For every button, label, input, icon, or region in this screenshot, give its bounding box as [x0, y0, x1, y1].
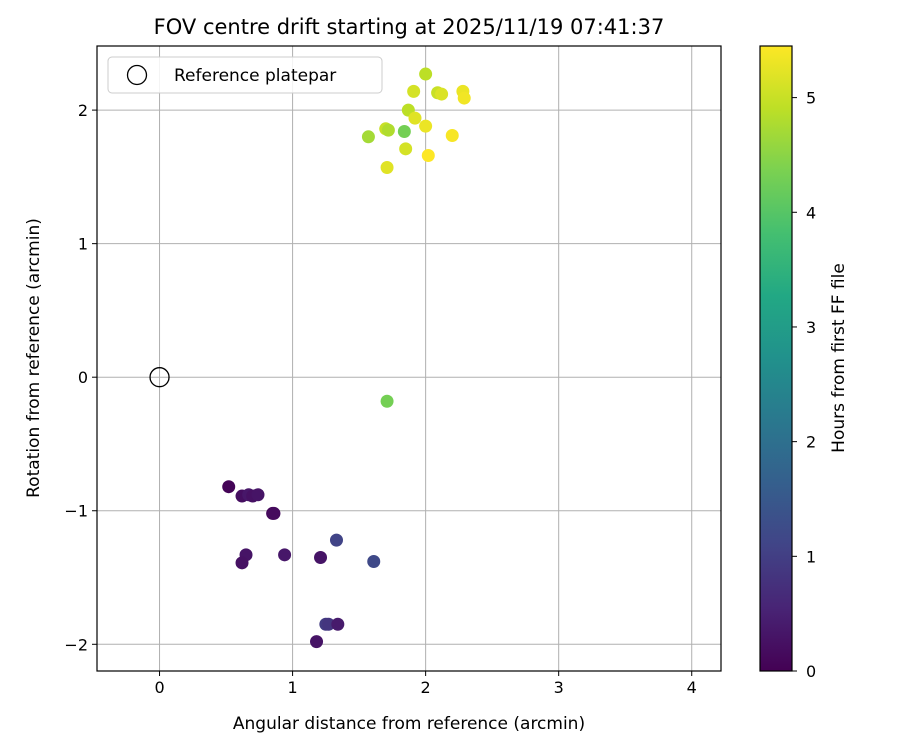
y-tick-label: −1	[64, 502, 88, 521]
data-point	[408, 111, 422, 125]
colorbar-tick-label: 0	[806, 662, 816, 681]
data-point	[222, 480, 236, 494]
data-point	[380, 394, 394, 408]
data-point	[310, 635, 324, 649]
x-tick-label: 2	[421, 678, 431, 697]
y-tick-label: 1	[78, 235, 88, 254]
legend-marker-circle	[126, 64, 148, 86]
legend-label: Reference platepar	[174, 66, 336, 86]
colorbar-tick-label: 3	[806, 318, 816, 337]
data-point	[445, 128, 459, 142]
data-point	[329, 533, 343, 547]
x-tick-label: 3	[554, 678, 564, 697]
y-tick-label: −2	[64, 635, 88, 654]
colorbar-tick-label: 2	[806, 433, 816, 452]
data-point	[278, 548, 292, 562]
data-point	[397, 124, 411, 138]
data-point	[421, 149, 435, 163]
plot-frame	[96, 45, 722, 672]
x-ticks: 0 1 2 3 4	[154, 671, 697, 697]
y-axis-label: Rotation from reference (arcmin)	[24, 218, 44, 498]
colorbar-tick-label: 5	[806, 89, 816, 108]
data-point	[251, 488, 265, 502]
colorbar	[759, 45, 793, 672]
x-axis-label: Angular distance from reference (arcmin)	[233, 714, 585, 734]
reference-platepar-marker	[149, 367, 170, 388]
data-point	[331, 617, 345, 631]
x-tick-label: 0	[154, 678, 164, 697]
grid	[97, 46, 721, 671]
legend: Reference platepar	[107, 56, 383, 94]
data-point	[419, 119, 433, 133]
data-point	[435, 87, 449, 101]
data-point	[399, 142, 413, 156]
data-point	[367, 554, 381, 568]
reference-layer	[149, 367, 170, 388]
data-point	[267, 506, 281, 520]
x-tick-label: 4	[687, 678, 697, 697]
chart-title: FOV centre drift starting at 2025/11/19 …	[154, 15, 665, 39]
data-point	[380, 161, 394, 175]
legend-box	[107, 56, 383, 94]
data-point	[361, 130, 375, 144]
colorbar-tick-label: 1	[806, 547, 816, 566]
data-point	[419, 67, 433, 81]
y-ticks: 2 1 0 −1 −2	[64, 101, 97, 654]
data-point	[322, 617, 336, 631]
y-tick-label: 0	[78, 368, 88, 387]
colorbar-tick-label: 4	[806, 203, 816, 222]
data-point	[407, 84, 421, 98]
x-tick-label: 1	[287, 678, 297, 697]
data-point	[381, 123, 395, 137]
data-point	[314, 550, 328, 564]
data-point	[235, 556, 249, 570]
scatter-points	[222, 67, 471, 649]
colorbar-label: Hours from first FF file	[829, 263, 849, 453]
y-tick-label: 2	[78, 101, 88, 120]
colorbar-ticks: 0 1 2 3 4 5	[792, 89, 816, 681]
data-point	[457, 91, 471, 105]
